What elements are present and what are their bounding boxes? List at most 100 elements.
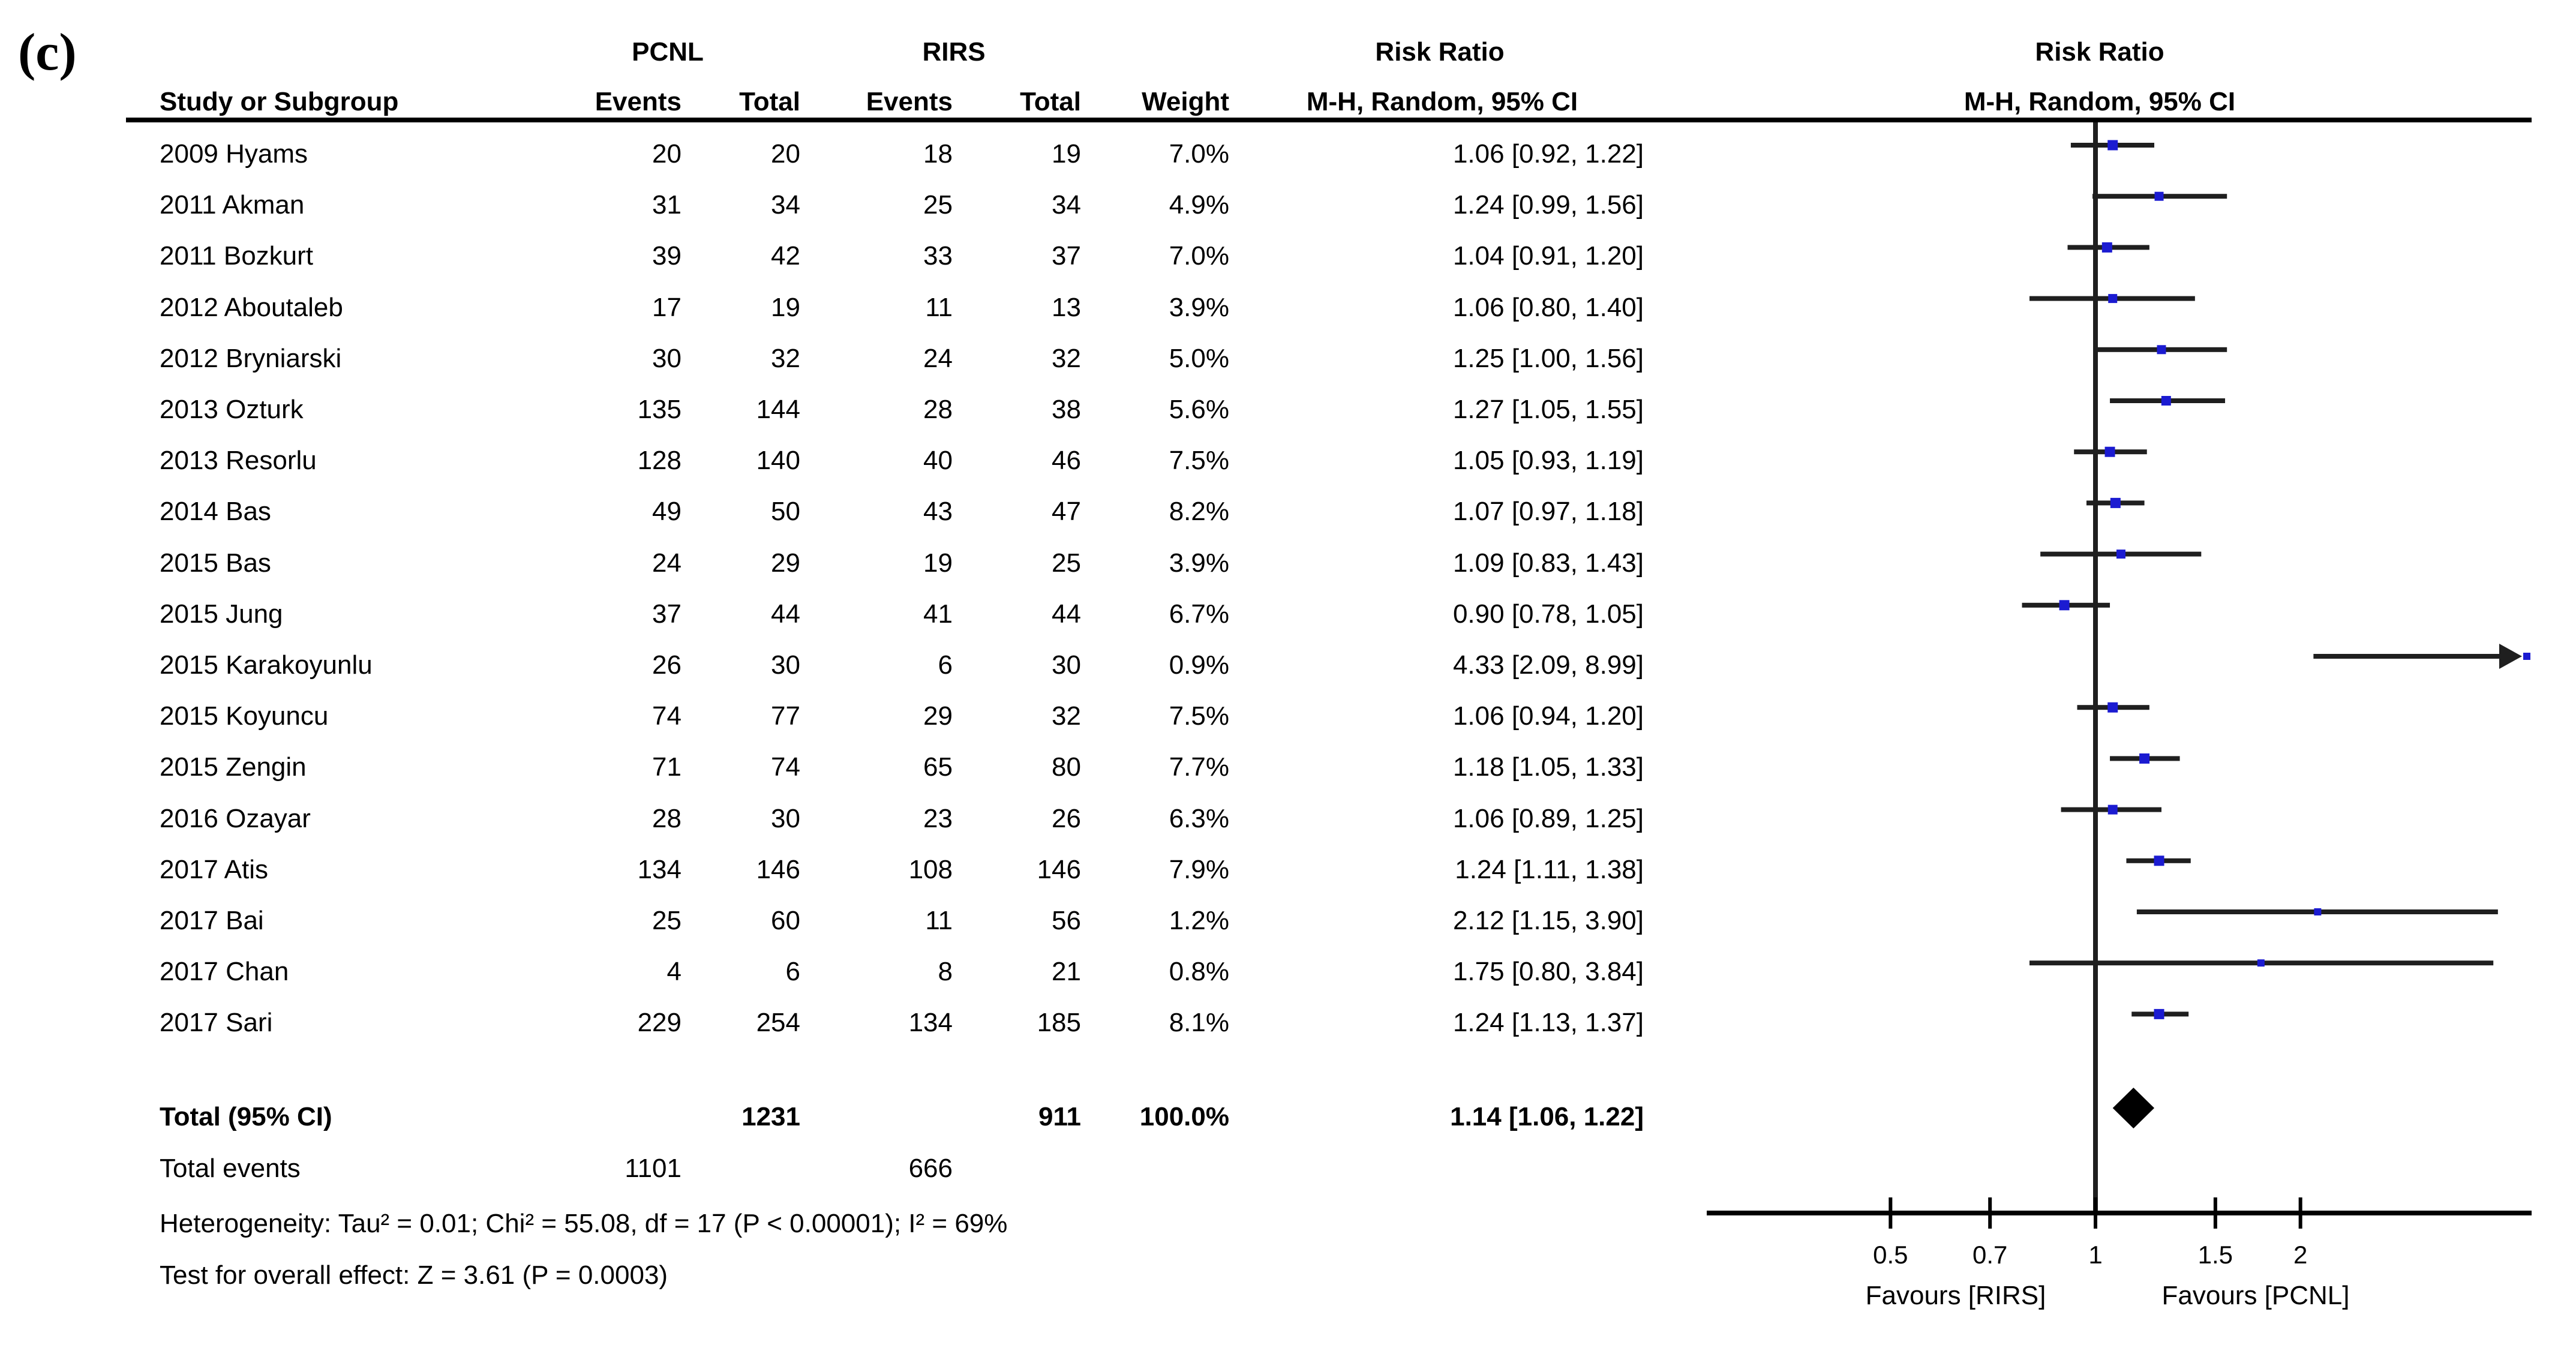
pcnl-events-cell: 4 <box>666 957 681 987</box>
ci-whisker <box>2313 654 2499 659</box>
risk-ratio-ci-cell: 1.06 [0.94, 1.20] <box>1452 701 1644 731</box>
study-name: 2012 Aboutaleb <box>160 292 343 322</box>
point-estimate <box>2154 191 2164 201</box>
pcnl-total-cell: 140 <box>756 446 800 476</box>
weight-cell: 7.5% <box>1169 446 1229 476</box>
risk-ratio-ci-cell: 1.24 [1.11, 1.38] <box>1455 854 1644 884</box>
rirs-total-cell: 47 <box>1052 497 1081 527</box>
header-underline <box>126 118 2532 122</box>
pcnl-total-cell: 34 <box>771 190 800 220</box>
overall-effect-stats: Test for overall effect: Z = 3.61 (P = 0… <box>160 1260 668 1290</box>
rirs-events-cell: 43 <box>923 497 953 527</box>
study-name: 2009 Hyams <box>160 139 308 169</box>
pcnl-total-cell: 60 <box>771 906 800 935</box>
column-group-pcnl: PCNL <box>632 37 704 67</box>
panel-letter-label: (c) <box>18 23 77 82</box>
study-name: 2016 Ozayar <box>160 803 311 833</box>
axis-tick-label: 1.5 <box>2198 1241 2233 1269</box>
heterogeneity-stats: Heterogeneity: Tau² = 0.01; Chi² = 55.08… <box>160 1209 1008 1238</box>
rirs-events-cell: 23 <box>923 803 953 833</box>
point-estimate <box>2161 396 2171 406</box>
point-estimate <box>2116 550 2125 559</box>
study-name: 2015 Koyuncu <box>160 701 329 731</box>
pcnl-total-cell: 29 <box>771 548 800 578</box>
total-events-rirs: 666 <box>908 1154 953 1183</box>
rirs-total-cell: 185 <box>1037 1008 1081 1038</box>
point-estimate-clipped <box>2523 653 2530 660</box>
point-estimate <box>2257 959 2265 967</box>
rirs-total-cell: 56 <box>1052 906 1081 935</box>
rirs-events-cell: 8 <box>938 957 953 987</box>
weight-cell: 7.9% <box>1169 854 1229 884</box>
risk-ratio-ci-cell: 1.18 [1.05, 1.33] <box>1452 752 1644 782</box>
rirs-total-cell: 21 <box>1052 957 1081 987</box>
column-header-pcnl-total: Total <box>739 87 800 116</box>
pcnl-events-cell: 20 <box>652 139 681 169</box>
axis-tick <box>2298 1197 2302 1229</box>
rirs-total-cell: 26 <box>1052 803 1081 833</box>
rirs-events-cell: 24 <box>923 343 953 373</box>
pcnl-total-cell: 30 <box>771 650 800 680</box>
point-estimate <box>2104 446 2115 457</box>
study-name: 2014 Bas <box>160 497 271 527</box>
pcnl-events-cell: 24 <box>652 548 681 578</box>
pcnl-total-cell: 77 <box>771 701 800 731</box>
weight-cell: 0.8% <box>1169 957 1229 987</box>
study-name: 2013 Resorlu <box>160 446 317 476</box>
pcnl-events-cell: 134 <box>637 854 681 884</box>
pcnl-events-cell: 71 <box>652 752 681 782</box>
rirs-total-cell: 38 <box>1052 395 1081 424</box>
rirs-total-cell: 30 <box>1052 650 1081 680</box>
pcnl-events-cell: 31 <box>652 190 681 220</box>
rirs-events-cell: 6 <box>938 650 953 680</box>
point-estimate <box>2101 242 2112 253</box>
no-effect-line <box>2093 122 2098 1215</box>
pcnl-events-cell: 25 <box>652 906 681 935</box>
weight-cell: 6.3% <box>1169 803 1229 833</box>
pcnl-total-cell: 254 <box>756 1008 800 1038</box>
summary-diamond <box>2112 1088 2155 1128</box>
pcnl-events-cell: 30 <box>652 343 681 373</box>
risk-ratio-ci-cell: 1.24 [1.13, 1.37] <box>1452 1008 1644 1038</box>
study-name: 2015 Jung <box>160 599 283 629</box>
column-header-weight: Weight <box>1142 87 1229 116</box>
risk-ratio-ci-cell: 2.12 [1.15, 3.90] <box>1452 906 1644 935</box>
weight-cell: 7.5% <box>1169 701 1229 731</box>
risk-ratio-ci-cell: 1.04 [0.91, 1.20] <box>1452 241 1644 271</box>
column-header-study: Study or Subgroup <box>160 87 399 116</box>
column-header-method-plot: M-H, Random, 95% CI <box>1963 87 2236 116</box>
column-group-rirs: RIRS <box>922 37 986 67</box>
risk-ratio-ci-cell: 1.06 [0.80, 1.40] <box>1452 292 1644 322</box>
rirs-events-cell: 18 <box>923 139 953 169</box>
weight-cell: 3.9% <box>1169 548 1229 578</box>
rirs-total-cell: 44 <box>1052 599 1081 629</box>
risk-ratio-ci-cell: 4.33 [2.09, 8.99] <box>1452 650 1644 680</box>
point-estimate <box>2314 908 2322 915</box>
rirs-total-cell: 34 <box>1052 190 1081 220</box>
rirs-events-cell: 134 <box>908 1008 953 1038</box>
total-ci: 1.14 [1.06, 1.22] <box>1450 1102 1644 1131</box>
x-axis-line <box>1707 1211 2532 1215</box>
weight-cell: 7.0% <box>1169 241 1229 271</box>
pcnl-events-cell: 39 <box>652 241 681 271</box>
study-name: 2017 Chan <box>160 957 289 987</box>
total-rirs-total: 911 <box>1038 1102 1081 1131</box>
study-name: 2015 Karakoyunlu <box>160 650 373 680</box>
rirs-events-cell: 19 <box>923 548 953 578</box>
weight-cell: 7.0% <box>1169 139 1229 169</box>
risk-ratio-ci-cell: 1.27 [1.05, 1.55] <box>1452 395 1644 424</box>
rirs-total-cell: 25 <box>1052 548 1081 578</box>
point-estimate <box>2108 294 2118 304</box>
pcnl-events-cell: 26 <box>652 650 681 680</box>
pcnl-events-cell: 37 <box>652 599 681 629</box>
pcnl-total-cell: 146 <box>756 854 800 884</box>
total-weight: 100.0% <box>1139 1102 1229 1131</box>
axis-tick <box>2094 1197 2097 1229</box>
point-estimate <box>2157 345 2166 355</box>
weight-cell: 5.0% <box>1169 343 1229 373</box>
study-name: 2017 Atis <box>160 854 269 884</box>
pcnl-total-cell: 50 <box>771 497 800 527</box>
rirs-events-cell: 33 <box>923 241 953 271</box>
point-estimate <box>2107 702 2118 713</box>
rirs-events-cell: 40 <box>923 446 953 476</box>
